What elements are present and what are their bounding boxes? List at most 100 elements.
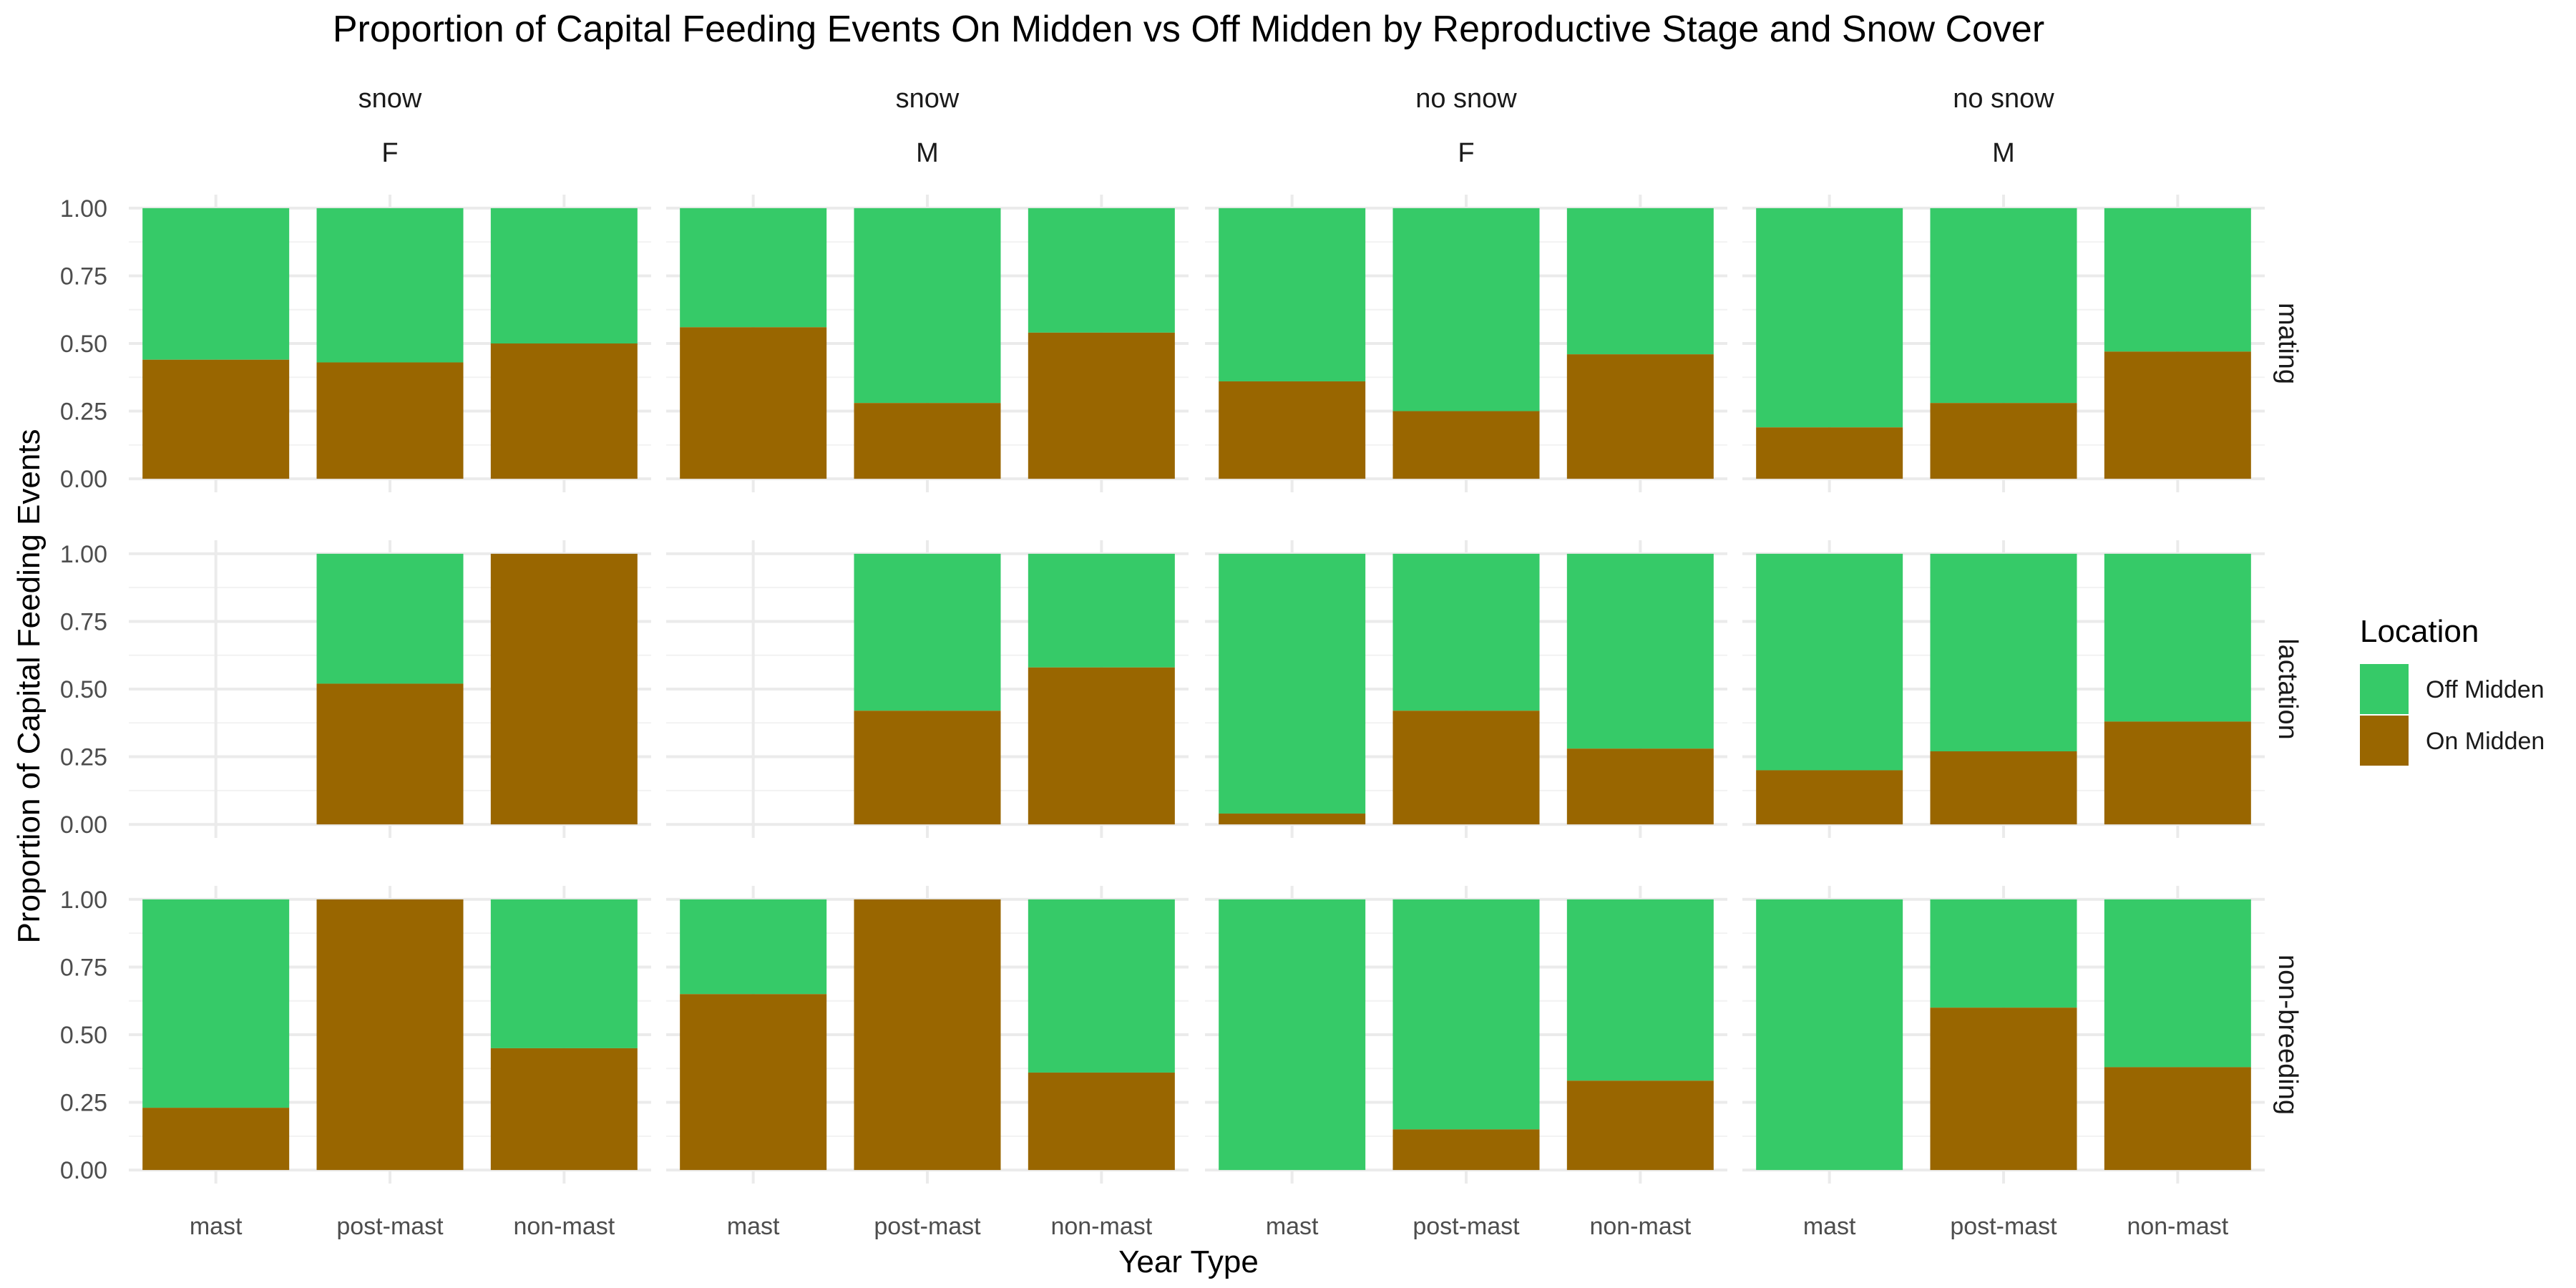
x-tick-label: post-mast	[336, 1213, 444, 1240]
panel	[1742, 540, 2265, 838]
column-strip-sex: F	[1458, 138, 1474, 168]
y-tick-label: 0.75	[60, 263, 107, 290]
bar-off-midden	[142, 208, 290, 360]
bar-on-midden	[854, 899, 1001, 1171]
column-strip-snow: no snow	[1415, 84, 1517, 114]
bar-on-midden	[142, 1108, 290, 1171]
y-axis-title: Proportion of Capital Feeding Events	[11, 429, 47, 943]
column-strip-snow: snow	[358, 84, 422, 114]
bar-off-midden	[316, 553, 464, 684]
panel	[1205, 195, 1727, 492]
bar-off-midden	[1566, 899, 1714, 1081]
panel	[666, 886, 1189, 1184]
bar-on-midden	[2104, 351, 2251, 479]
column-strip-sex: M	[916, 138, 939, 168]
bar-on-midden	[680, 327, 827, 479]
bar-off-midden	[854, 553, 1001, 711]
bar-on-midden	[2104, 721, 2251, 825]
bar-on-midden	[1392, 1129, 1540, 1171]
bar-on-midden	[854, 403, 1001, 479]
bar-off-midden	[680, 899, 827, 995]
bar-on-midden	[1392, 411, 1540, 479]
bar-on-midden	[1756, 427, 1903, 479]
y-tick-label: 0.50	[60, 1022, 107, 1049]
bar-off-midden	[1756, 899, 1903, 1171]
bar-off-midden	[1028, 553, 1175, 668]
y-tick-label: 0.25	[60, 744, 107, 771]
bar-off-midden	[2104, 553, 2251, 722]
bar-off-midden	[1756, 208, 1903, 428]
x-tick-label: mast	[727, 1213, 780, 1240]
row-strip-label: mating	[2273, 303, 2303, 384]
y-tick-label: 1.00	[60, 887, 107, 914]
bar-off-midden	[1219, 553, 1366, 814]
panel	[1205, 886, 1727, 1184]
y-tick-label: 0.25	[60, 399, 107, 426]
legend-label: Off Midden	[2426, 676, 2545, 703]
bar-on-midden	[1219, 813, 1366, 825]
panel	[129, 886, 651, 1184]
panel	[1205, 540, 1727, 838]
bar-off-midden	[1219, 208, 1366, 381]
bar-on-midden	[316, 899, 464, 1171]
bar-off-midden	[2104, 208, 2251, 352]
facet-panels	[129, 195, 2265, 1184]
bar-off-midden	[1930, 208, 2077, 404]
y-tick-label: 0.75	[60, 608, 107, 635]
bar-off-midden	[854, 208, 1001, 404]
bar-on-midden	[1028, 332, 1175, 479]
x-axis-title: Year Type	[1118, 1244, 1259, 1279]
y-tick-label: 1.00	[60, 541, 107, 568]
row-strip-label: lactation	[2273, 638, 2303, 740]
panel	[129, 195, 651, 492]
bar-off-midden	[1930, 899, 2077, 1008]
bar-on-midden	[1930, 1008, 2077, 1171]
bar-off-midden	[1392, 553, 1540, 711]
row-strip-label: non-breeding	[2273, 955, 2303, 1115]
y-tick-label: 0.00	[60, 466, 107, 493]
bar-on-midden	[490, 553, 638, 825]
panel	[1742, 195, 2265, 492]
y-tick-label: 0.50	[60, 331, 107, 358]
bar-off-midden	[1756, 553, 1903, 771]
x-tick-label: non-mast	[2127, 1213, 2228, 1240]
x-tick-label: mast	[1266, 1213, 1319, 1240]
bar-off-midden	[2104, 899, 2251, 1068]
bar-on-midden	[316, 683, 464, 825]
panel	[1742, 886, 2265, 1184]
bar-on-midden	[1756, 770, 1903, 825]
x-tick-label: post-mast	[1413, 1213, 1520, 1240]
y-tick-label: 0.00	[60, 1157, 107, 1184]
x-tick-label: non-mast	[513, 1213, 615, 1240]
bar-on-midden	[1566, 748, 1714, 825]
bar-off-midden	[1566, 208, 1714, 355]
bar-off-midden	[1028, 899, 1175, 1073]
column-strip-sex: M	[1992, 138, 2015, 168]
bar-on-midden	[1028, 1072, 1175, 1171]
y-tick-label: 0.25	[60, 1090, 107, 1117]
bar-on-midden	[142, 359, 290, 479]
x-tick-label: non-mast	[1050, 1213, 1152, 1240]
bar-on-midden	[1566, 1080, 1714, 1171]
legend: Location Off Midden On Midden	[2360, 614, 2545, 766]
column-strip-snow: no snow	[1953, 84, 2054, 114]
bar-off-midden	[490, 208, 638, 343]
bar-off-midden	[680, 208, 827, 328]
bar-on-midden	[1028, 667, 1175, 825]
bar-off-midden	[1028, 208, 1175, 333]
bar-on-midden	[490, 1048, 638, 1171]
y-axis-ticks: 0.00 0.25 0.50 0.75 1.00 0.00 0.25 0.50 0.75 1.00…	[60, 195, 107, 1184]
panel	[666, 540, 1189, 838]
y-tick-label: 1.00	[60, 195, 107, 223]
bar-on-midden	[1219, 381, 1366, 479]
bar-on-midden	[1392, 711, 1540, 825]
bar-on-midden	[1930, 751, 2077, 825]
bar-off-midden	[1392, 899, 1540, 1130]
bar-off-midden	[1566, 553, 1714, 749]
legend-key	[2360, 716, 2409, 766]
bar-on-midden	[1566, 354, 1714, 479]
chart-title: Proportion of Capital Feeding Events On …	[333, 9, 2044, 50]
panel	[129, 540, 651, 838]
column-strip-sex: F	[381, 138, 398, 168]
